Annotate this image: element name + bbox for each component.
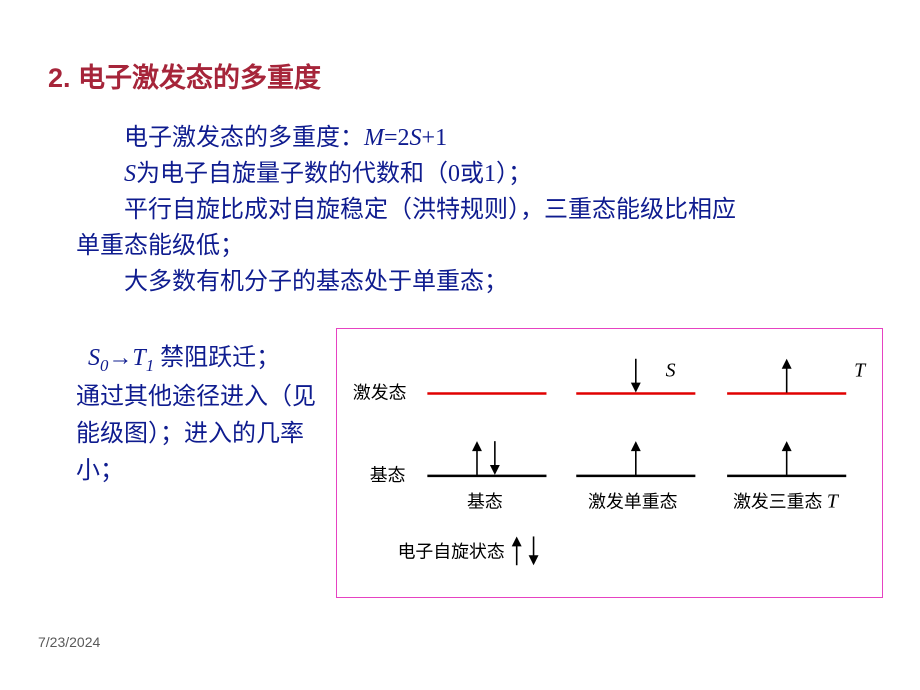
body-line-2: S为电子自旋量子数的代数和（0或1）； — [76, 156, 886, 192]
text: +1 — [422, 125, 448, 151]
text: 为电子自旋量子数的代数和（0或1）； — [136, 161, 532, 187]
spin-up-arrow-icon — [782, 359, 792, 393]
symbol-T-label: T — [854, 360, 867, 382]
spin-down-arrow-icon — [490, 441, 500, 475]
text: =2 — [384, 125, 410, 151]
row-label-excited: 激发态 — [353, 382, 407, 402]
energy-level-diagram: 激发态 基态 基态 S — [336, 328, 883, 598]
body-line-4: 单重态能级低； — [76, 228, 886, 264]
symbol-T1: T — [132, 345, 145, 371]
sub-1: 1 — [146, 356, 154, 375]
spin-up-arrow-icon — [631, 441, 641, 475]
col-label-singlet: 激发单重态 — [588, 492, 677, 512]
spin-state-legend: 电子自旋状态 — [398, 536, 539, 565]
text: 禁阻跃迁； — [154, 345, 280, 371]
col-label-triplet: 激发三重态 T — [733, 491, 840, 513]
symbol-S: S — [410, 125, 422, 151]
spin-up-arrow-icon — [472, 441, 482, 475]
body-text: 电子激发态的多重度：M=2S+1 S为电子自旋量子数的代数和（0或1）； 平行自… — [76, 120, 886, 300]
left-line-1: S0→T1 禁阻跃迁； — [76, 345, 280, 371]
left-text-block: S0→T1 禁阻跃迁； 通过其他途径进入（见能级图）；进入的几率小； — [76, 340, 331, 490]
left-line-2: 通过其他途径进入（见能级图）；进入的几率小； — [76, 384, 316, 484]
column-triplet: T 激发三重态 T — [727, 359, 867, 513]
symbol-S-label: S — [666, 360, 676, 382]
footer-date: 7/23/2024 — [38, 634, 100, 650]
text: 电子激发态的多重度： — [124, 125, 364, 151]
spin-down-arrow-icon — [529, 536, 539, 565]
body-line-1: 电子激发态的多重度：M=2S+1 — [76, 120, 886, 156]
column-ground: 基态 — [427, 394, 546, 512]
spin-down-arrow-icon — [631, 359, 641, 393]
column-singlet: S 激发单重态 — [576, 359, 695, 512]
col-label-ground: 基态 — [467, 492, 503, 512]
arrow-symbol: → — [108, 345, 132, 371]
row-label-ground: 基态 — [370, 465, 406, 485]
body-line-5: 大多数有机分子的基态处于单重态； — [76, 264, 886, 300]
body-line-3: 平行自旋比成对自旋稳定（洪特规则），三重态能级比相应 — [76, 192, 886, 228]
spin-up-arrow-icon — [512, 536, 522, 565]
symbol-S: S — [124, 161, 136, 187]
symbol-M: M — [364, 125, 384, 151]
spin-up-arrow-icon — [782, 441, 792, 475]
symbol-S0: S — [88, 345, 100, 371]
section-heading: 2. 电子激发态的多重度 — [48, 56, 321, 95]
spin-state-text: 电子自旋状态 — [398, 541, 505, 561]
